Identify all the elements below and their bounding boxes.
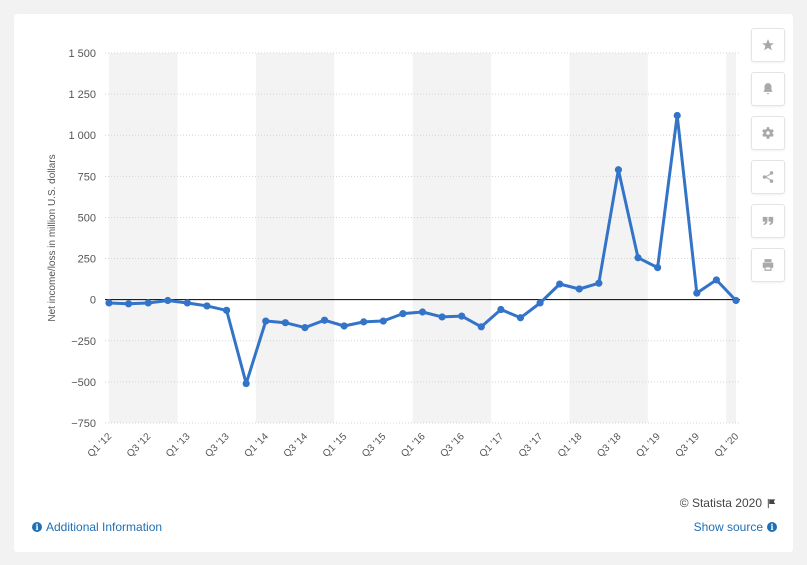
chart-toolbar <box>751 28 785 292</box>
year-band <box>255 53 335 423</box>
x-tick-label: Q1 '20 <box>713 431 742 460</box>
data-point <box>438 313 446 321</box>
data-point <box>399 310 407 318</box>
data-point <box>242 379 250 388</box>
notification-button[interactable] <box>751 72 785 106</box>
y-tick-label: −500 <box>71 377 96 389</box>
print-button[interactable] <box>751 248 785 282</box>
show-source-link[interactable]: Show source i <box>694 520 777 534</box>
year-band <box>109 53 178 423</box>
x-tick-label: Q1 '18 <box>556 431 585 460</box>
show-source-label: Show source <box>693 520 763 534</box>
y-tick-label: −750 <box>71 418 96 430</box>
data-point <box>418 308 427 316</box>
x-tick-label: Q3 '12 <box>125 431 154 460</box>
info-icon: i <box>767 522 777 532</box>
gear-icon <box>762 127 774 139</box>
data-point <box>203 302 211 310</box>
data-point <box>105 299 113 307</box>
data-point <box>164 296 172 305</box>
favorite-button[interactable] <box>751 28 785 62</box>
info-icon: i <box>32 522 42 532</box>
year-band <box>726 53 736 423</box>
x-tick-label: Q3 '13 <box>203 431 232 460</box>
x-tick-label: Q1 '19 <box>634 431 663 460</box>
cite-button[interactable] <box>751 204 785 238</box>
data-point <box>340 322 348 330</box>
data-point <box>262 317 270 325</box>
data-point <box>556 280 564 288</box>
data-point <box>516 314 525 322</box>
x-tick-label: Q1 '15 <box>321 431 350 460</box>
data-point <box>379 317 387 325</box>
y-tick-label: 250 <box>78 254 96 266</box>
quote-icon <box>762 216 774 226</box>
y-tick-label: −250 <box>71 336 96 348</box>
data-point <box>673 111 681 120</box>
y-tick-label: 1 000 <box>68 130 96 142</box>
line-chart: 1 500 1 250 1 000 750 500 250 0 −250 −500 −750 Net… <box>47 48 742 460</box>
bell-icon <box>763 83 773 95</box>
data-point <box>634 254 642 262</box>
x-tick-label: Q1 '16 <box>399 431 428 460</box>
data-point <box>595 279 603 287</box>
data-point <box>222 306 231 314</box>
additional-information-label: Additional Information <box>46 520 163 534</box>
x-tick-label: Q1 '17 <box>478 431 507 460</box>
data-point <box>497 305 505 314</box>
y-axis-label: Net income/loss in million U.S. dollars <box>47 154 58 321</box>
data-point <box>732 296 740 305</box>
year-band <box>412 53 492 423</box>
y-tick-label: 1 250 <box>68 89 96 101</box>
data-point <box>536 299 544 307</box>
star-icon <box>762 39 774 51</box>
chart-card: 1 500 1 250 1 000 750 500 250 0 −250 −500 −750 Net… <box>14 14 793 552</box>
y-tick-label: 1 500 <box>68 48 96 60</box>
x-tick-label: Q3 '18 <box>595 431 624 460</box>
data-point <box>320 316 329 324</box>
data-point <box>301 324 309 332</box>
data-point <box>281 319 289 327</box>
y-tick-label: 500 <box>78 212 96 224</box>
print-icon <box>762 259 774 271</box>
y-tick-label: 750 <box>78 171 96 183</box>
data-point <box>360 318 368 326</box>
x-tick-label: Q3 '16 <box>438 431 467 460</box>
share-button[interactable] <box>751 160 785 194</box>
data-point <box>477 323 485 331</box>
data-point <box>575 285 583 293</box>
data-point <box>144 299 152 307</box>
x-tick-label: Q1 '12 <box>86 431 115 460</box>
x-tick-label: Q3 '17 <box>517 431 546 460</box>
year-band <box>569 53 648 423</box>
data-point <box>693 289 701 297</box>
settings-button[interactable] <box>751 116 785 150</box>
credit-text: © Statista 2020 <box>679 496 762 510</box>
data-point <box>614 166 623 174</box>
data-point <box>654 264 662 272</box>
share-icon <box>762 171 774 183</box>
y-tick-label: 0 <box>90 295 96 307</box>
data-point <box>183 299 191 307</box>
flag-icon <box>767 498 776 508</box>
data-point <box>124 300 133 308</box>
additional-information-link[interactable]: i Additional Information <box>32 520 162 534</box>
x-tick-label: Q1 '13 <box>164 431 193 460</box>
x-tick-label: Q1 '14 <box>242 431 271 460</box>
statista-credit[interactable]: © Statista 2020 <box>680 496 777 510</box>
x-tick-label: Q3 '19 <box>674 431 703 460</box>
data-point <box>712 276 721 284</box>
data-point <box>458 312 466 320</box>
x-tick-label: Q3 '14 <box>282 431 311 460</box>
x-tick-label: Q3 '15 <box>360 431 389 460</box>
